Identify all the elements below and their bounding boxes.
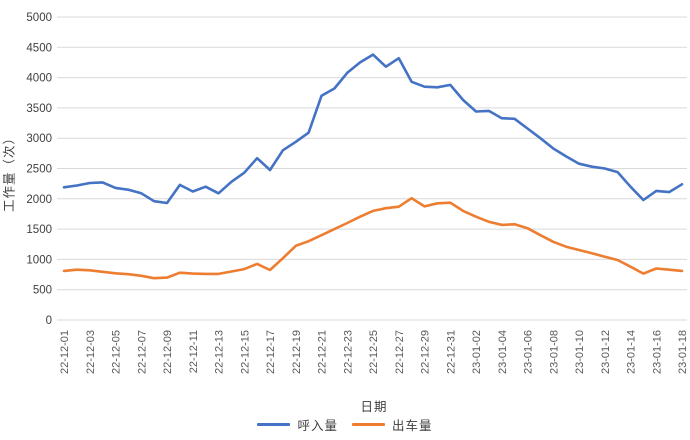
x-tick-label: 22-12-07 xyxy=(136,330,148,374)
x-tick-label: 22-12-03 xyxy=(85,330,97,374)
x-axis-title: 日期 xyxy=(360,400,388,414)
x-tick-label: 22-12-29 xyxy=(420,330,432,374)
x-tick-label: 23-01-08 xyxy=(548,330,560,374)
x-tick-label: 23-01-10 xyxy=(574,330,586,374)
x-tick-label: 23-01-04 xyxy=(497,330,509,374)
legend-item-dispatch: 出车量 xyxy=(352,415,433,434)
y-tick-label: 4500 xyxy=(26,42,52,54)
x-tick-label: 22-12-19 xyxy=(291,330,303,374)
legend-label-call-in: 呼入量 xyxy=(297,419,338,433)
x-tick-label: 22-12-21 xyxy=(317,330,329,374)
y-tick-label: 3500 xyxy=(26,103,52,115)
y-tick-label: 5000 xyxy=(26,12,52,24)
x-tick-label: 22-12-31 xyxy=(445,330,457,374)
x-tick-label: 23-01-06 xyxy=(523,330,535,374)
x-tick-label: 22-12-27 xyxy=(394,330,406,374)
y-axis-title: 工作量（次） xyxy=(2,131,17,213)
y-tick-label: 500 xyxy=(33,285,52,297)
x-tick-label: 22-12-15 xyxy=(239,330,251,374)
legend-line-swatch-call-in xyxy=(257,423,291,426)
x-tick-label: 22-12-25 xyxy=(368,330,380,374)
y-tick-label: 0 xyxy=(46,315,52,327)
legend: 呼入量 出车量 xyxy=(0,415,690,434)
legend-line-swatch-dispatch xyxy=(352,423,385,426)
x-tick-label: 23-01-18 xyxy=(677,330,689,374)
legend-label-dispatch: 出车量 xyxy=(392,419,433,433)
x-tick-label: 22-12-09 xyxy=(162,330,174,374)
x-tick-label: 22-12-13 xyxy=(214,330,226,374)
y-tick-label: 2500 xyxy=(26,164,52,176)
x-tick-label: 22-12-17 xyxy=(265,330,277,374)
y-tick-label: 4000 xyxy=(26,73,52,85)
y-tick-label: 2000 xyxy=(26,194,52,206)
y-tick-label: 1500 xyxy=(26,224,52,236)
x-tick-label: 22-12-11 xyxy=(188,330,200,373)
y-tick-label: 3000 xyxy=(26,133,52,145)
x-tick-label: 23-01-02 xyxy=(471,330,483,374)
y-tick-label: 1000 xyxy=(26,254,52,266)
x-tick-label: 23-01-14 xyxy=(626,330,638,374)
x-tick-label: 23-01-16 xyxy=(651,330,663,374)
legend-item-call-in: 呼入量 xyxy=(257,415,338,434)
series-line-call-in xyxy=(62,53,684,205)
x-tick-label: 22-12-05 xyxy=(111,330,123,374)
x-tick-label: 22-12-23 xyxy=(342,330,354,374)
x-tick-label: 22-12-01 xyxy=(59,330,71,374)
series-line-dispatch xyxy=(62,196,684,280)
x-tick-label: 23-01-12 xyxy=(600,330,612,374)
